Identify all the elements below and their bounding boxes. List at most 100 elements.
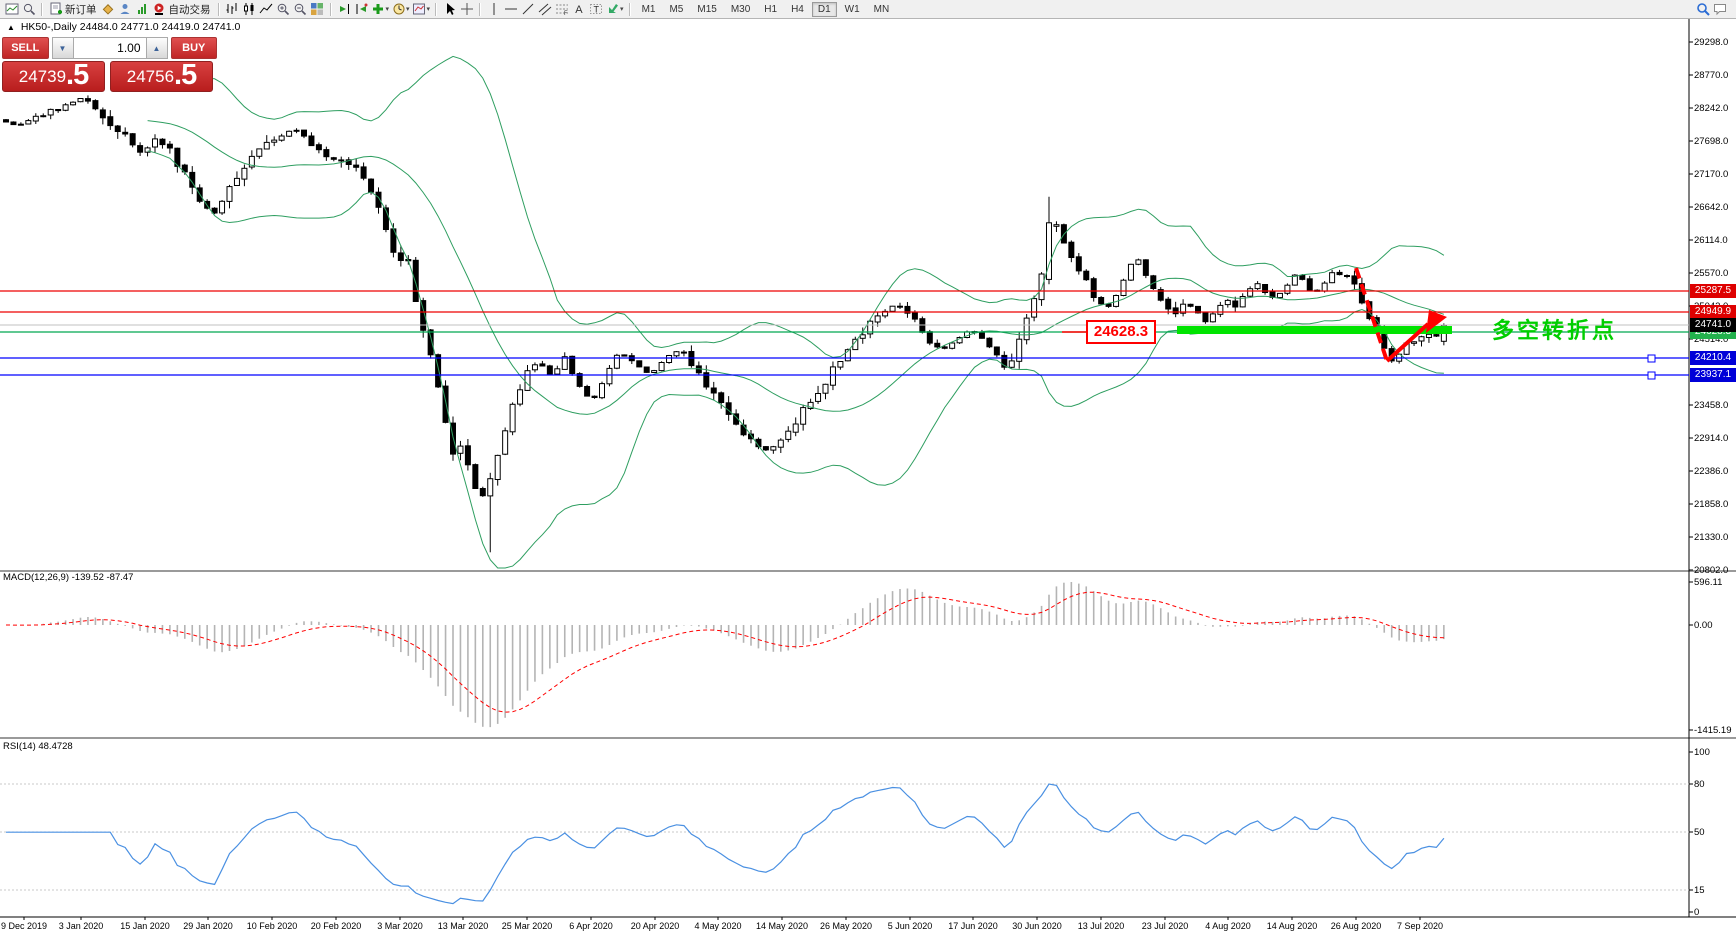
volume-stepper: ▼ ▲ bbox=[51, 37, 168, 59]
bid-price-main: 24739 bbox=[18, 67, 67, 86]
pane-separator[interactable] bbox=[0, 570, 1736, 572]
signal-icon[interactable] bbox=[134, 2, 151, 17]
turning-point-text[interactable]: 多空转折点 bbox=[1492, 318, 1618, 343]
rsi-tick: 15 bbox=[1694, 885, 1705, 896]
search-icon[interactable] bbox=[1694, 2, 1711, 17]
line-handle[interactable] bbox=[1647, 354, 1656, 363]
indicators-icon[interactable] bbox=[370, 2, 387, 17]
price-tick: 20802.0 bbox=[1694, 565, 1729, 576]
date-tick: 5 Jun 2020 bbox=[887, 921, 933, 931]
dropdown-caret-icon[interactable]: ▾ bbox=[620, 6, 624, 13]
crosshair-icon[interactable] bbox=[458, 2, 475, 17]
new-order-icon[interactable] bbox=[47, 2, 64, 17]
volume-up-button[interactable]: ▲ bbox=[145, 37, 168, 59]
periods-clock-icon[interactable] bbox=[390, 2, 407, 17]
date-tick: 15 Jan 2020 bbox=[120, 921, 170, 931]
timeframe-m1-button[interactable]: M1 bbox=[641, 3, 656, 15]
macd-tick: -1415.19 bbox=[1694, 725, 1732, 736]
line-chart-icon[interactable] bbox=[258, 2, 275, 17]
arrowhead-icon[interactable] bbox=[1426, 310, 1447, 333]
chat-icon[interactable] bbox=[1711, 2, 1728, 17]
timeframe-m5-button[interactable]: M5 bbox=[669, 3, 684, 15]
rsi-tick: 0 bbox=[1694, 907, 1700, 918]
sell-button[interactable]: SELL bbox=[2, 37, 49, 59]
timeframe-h4-button[interactable]: H4 bbox=[791, 3, 804, 15]
trendline-icon[interactable] bbox=[519, 2, 536, 17]
date-tick: 13 Mar 2020 bbox=[437, 921, 489, 931]
dropdown-caret-icon[interactable]: ▾ bbox=[406, 6, 410, 13]
text-a-icon[interactable]: A bbox=[570, 2, 587, 17]
person-icon[interactable] bbox=[117, 2, 134, 17]
new-chart-icon[interactable] bbox=[3, 2, 20, 17]
autotrade-icon[interactable] bbox=[151, 2, 168, 17]
timeframe-m30-button[interactable]: M30 bbox=[730, 3, 751, 15]
support-band[interactable] bbox=[1177, 326, 1452, 334]
macd-tick: 0.00 bbox=[1694, 620, 1713, 631]
candlesticks bbox=[3, 95, 1447, 553]
date-tick: 23 Jul 2020 bbox=[1141, 921, 1189, 931]
chart-title: ▲ HK50-,Daily 24484.0 24771.0 24419.0 24… bbox=[7, 21, 240, 33]
collapse-arrow-icon[interactable]: ▲ bbox=[7, 23, 15, 32]
rsi-tick: 100 bbox=[1694, 747, 1710, 758]
arrows-icon[interactable] bbox=[604, 2, 621, 17]
volume-down-button[interactable]: ▼ bbox=[51, 37, 74, 59]
dropdown-caret-icon[interactable]: ▾ bbox=[385, 6, 390, 13]
price-level-label[interactable]: 25287.5 bbox=[1690, 284, 1736, 298]
price-level-label[interactable]: 24210.4 bbox=[1690, 351, 1736, 365]
macd-histogram bbox=[12, 582, 1445, 728]
new-order-label[interactable]: 新订单 bbox=[65, 3, 97, 16]
vline-icon[interactable] bbox=[485, 2, 502, 17]
price-tick: 21858.0 bbox=[1694, 499, 1729, 510]
price-level-label[interactable]: 24949.9 bbox=[1690, 305, 1736, 319]
autotrade-label[interactable]: 自动交易 bbox=[168, 3, 211, 16]
date-tick: 13 Jul 2020 bbox=[1077, 921, 1125, 931]
price-tick: 22386.0 bbox=[1694, 466, 1729, 477]
date-tick: 25 Mar 2020 bbox=[501, 921, 553, 931]
date-tick: 20 Feb 2020 bbox=[310, 921, 362, 931]
fibonacci-icon[interactable]: F bbox=[553, 2, 570, 17]
cursor-icon[interactable] bbox=[441, 2, 458, 17]
price-tick: 28242.0 bbox=[1694, 103, 1729, 114]
tile-windows-icon[interactable] bbox=[309, 2, 326, 17]
auto-scroll-icon[interactable] bbox=[336, 2, 353, 17]
channel-icon[interactable] bbox=[536, 2, 553, 17]
rsi-line bbox=[6, 783, 1445, 905]
ask-price-big: .5 bbox=[174, 59, 197, 91]
price-level-label[interactable]: 23937.1 bbox=[1690, 368, 1736, 382]
text-label-icon[interactable]: T bbox=[587, 2, 604, 17]
line-handle[interactable] bbox=[1647, 371, 1656, 380]
trend-arrow-up[interactable] bbox=[1385, 322, 1430, 363]
date-tick: 26 May 2020 bbox=[819, 921, 873, 931]
diamond-icon[interactable] bbox=[100, 2, 117, 17]
timeframe-h1-button[interactable]: H1 bbox=[764, 3, 778, 15]
zoom-out-icon[interactable] bbox=[292, 2, 309, 17]
price-tick: 25570.0 bbox=[1694, 268, 1729, 279]
toolbar: 新订单 自动交易 ▾ ▾ ▾ F A T ▾ M1 M5 M15 M30 H1 H4 D1 W1 MN bbox=[0, 0, 1736, 19]
timeframe-w1-button[interactable]: W1 bbox=[844, 3, 860, 15]
hline-icon[interactable] bbox=[502, 2, 519, 17]
ask-price-box[interactable]: 24756.5 bbox=[110, 61, 213, 92]
price-callout-box[interactable]: 24628.3 bbox=[1086, 320, 1156, 344]
pane-separator[interactable] bbox=[0, 737, 1736, 739]
timeframe-m15-button[interactable]: M15 bbox=[697, 3, 717, 15]
bid-price-box[interactable]: 24739.5 bbox=[2, 61, 105, 92]
timeframe-d1-button[interactable]: D1 bbox=[811, 1, 837, 17]
rsi-label: RSI(14) 48.4728 bbox=[3, 741, 73, 752]
bid-price-big: .5 bbox=[66, 59, 89, 91]
price-tick: 26114.0 bbox=[1694, 235, 1728, 246]
volume-input[interactable] bbox=[73, 37, 146, 59]
toolbar-separator bbox=[479, 2, 482, 16]
price-tick: 26642.0 bbox=[1694, 202, 1729, 213]
chart-ohlc-values: 24484.0 24771.0 24419.0 24741.0 bbox=[79, 21, 241, 33]
timeframe-mn-button[interactable]: MN bbox=[873, 3, 890, 15]
dropdown-caret-icon[interactable]: ▾ bbox=[426, 6, 431, 13]
zoom-window-icon[interactable] bbox=[20, 2, 37, 17]
bar-chart-icon[interactable] bbox=[224, 2, 241, 17]
templates-icon[interactable] bbox=[411, 2, 428, 17]
date-tick: 6 Apr 2020 bbox=[569, 921, 613, 931]
buy-button[interactable]: BUY bbox=[170, 37, 217, 59]
zoom-in-icon[interactable] bbox=[275, 2, 292, 17]
candle-chart-icon[interactable] bbox=[241, 2, 258, 17]
toolbar-separator bbox=[628, 2, 631, 16]
chart-shift-icon[interactable] bbox=[353, 2, 370, 17]
